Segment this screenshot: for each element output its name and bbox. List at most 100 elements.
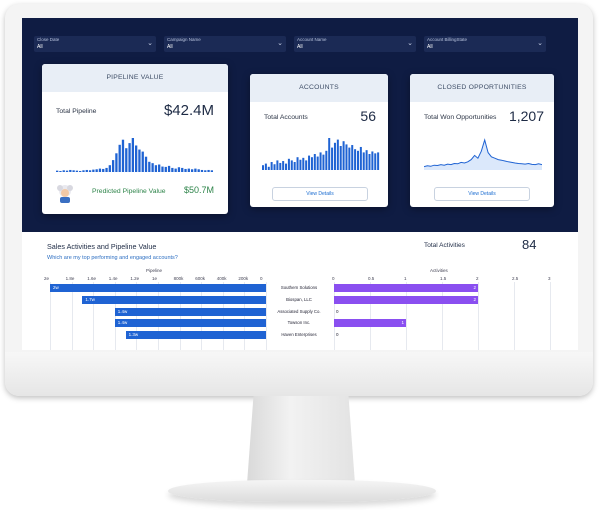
spark-bar [177, 167, 181, 172]
spark-bar [204, 170, 207, 172]
spark-bar [190, 169, 194, 172]
filter-value: All [37, 44, 43, 50]
spark-bar [171, 167, 174, 172]
grid-line [478, 282, 479, 350]
view-details-button[interactable]: View Details [272, 187, 368, 201]
grid-line [222, 282, 224, 350]
pipeline-tick-label: 200k [238, 276, 249, 281]
spark-bar [262, 165, 265, 170]
filter-close-date[interactable]: Close Date All ⌄ [34, 36, 156, 52]
activities-bar: 2 [334, 295, 478, 304]
grid-line [93, 282, 95, 350]
pipeline-tick-label: 0 [260, 276, 263, 281]
spark-bar [310, 157, 313, 170]
chevron-down-icon: ⌄ [537, 40, 543, 47]
pipeline-bar: 2w [50, 284, 266, 292]
spark-bar [270, 162, 273, 170]
pipeline-tick-label: 800k [173, 276, 184, 281]
grid-line [114, 282, 116, 350]
spark-bar [98, 168, 102, 172]
pipeline-tick-label: 1.8e [65, 276, 75, 281]
filter-account-billingstate[interactable]: Account BillingState All ⌄ [424, 36, 546, 52]
spark-bar [276, 160, 279, 170]
activities-bar-label: 0 [336, 308, 339, 314]
section-subtitle: Which are my top performing and engaged … [47, 255, 178, 261]
pipeline-sparkline [56, 138, 214, 172]
pipeline-tick-label: 600k [195, 276, 205, 281]
spark-bar [167, 165, 171, 172]
section-title: Sales Activities and Pipeline Value [47, 242, 157, 251]
spark-bar [342, 141, 345, 170]
total-accounts-value: 56 [360, 108, 376, 124]
spark-bar [92, 169, 95, 172]
spark-bar [325, 150, 328, 170]
account-label: Southern Solutions [280, 285, 318, 290]
pipeline-activities-chart: 2e 1.8e 1.6e 1.4e 1.2e 1e 800k 600k 400k 200k 0 0 0.… [22, 18, 578, 350]
spark-area [424, 140, 542, 170]
filter-label: Account BillingState [427, 37, 468, 42]
account-label: Towson Inc. [287, 320, 311, 326]
spark-bar [121, 139, 125, 172]
activities-bar-label: 2 [473, 285, 476, 290]
filter-value: All [297, 44, 303, 50]
activities-tick-label: 2.5 [512, 276, 519, 281]
spark-bar [102, 168, 105, 172]
filter-campaign-name[interactable]: Campaign Name All ⌄ [164, 36, 286, 52]
pipeline-value-card: PIPELINE VALUE Total Pipeline $42.4M Pre… [42, 64, 228, 214]
account-label: Associated Supply Co. [277, 308, 321, 314]
filter-value: All [167, 44, 173, 50]
filter-value: All [427, 44, 433, 50]
spark-bar [105, 167, 108, 172]
pipeline-bar-label: 1.4w [117, 320, 128, 326]
spark-bar [348, 147, 351, 170]
spark-bar [267, 166, 270, 170]
spark-bar [368, 154, 371, 170]
spark-bar [108, 165, 111, 172]
spark-bar [151, 163, 154, 172]
spark-line [424, 138, 542, 168]
spark-bar [75, 170, 79, 172]
accounts-sparkline [262, 138, 380, 170]
spark-bar [264, 163, 267, 170]
predicted-pipeline-label: Predicted Pipeline Value [92, 188, 166, 195]
spark-bar [354, 149, 357, 170]
spark-bar [85, 169, 88, 172]
spark-bar [135, 145, 138, 172]
spark-bar [59, 170, 62, 172]
activities-tick-label: 1.5 [440, 276, 447, 281]
filter-label: Account Name [297, 37, 327, 42]
pipeline-axis-title: Pipeline [146, 268, 163, 273]
spark-bar [273, 164, 276, 170]
spark-bar [285, 163, 288, 170]
grid-line [550, 282, 551, 350]
pipeline-tick-label: 1e [152, 276, 158, 281]
chevron-down-icon: ⌄ [147, 40, 153, 47]
predicted-pipeline-value: $50.7M [183, 185, 214, 195]
pipeline-bar-label: 1.4w [117, 308, 128, 314]
spark-bar [316, 156, 319, 170]
closed-opportunities-card: CLOSED OPPORTUNITIES Total Won Opportuni… [410, 74, 554, 207]
total-activities-value: 84 [522, 237, 537, 252]
activities-tick-label: 0.5 [368, 276, 375, 281]
spark-bar [319, 152, 322, 170]
grid-line [201, 282, 203, 350]
filter-account-name[interactable]: Account Name All ⌄ [294, 36, 416, 52]
spark-bar [313, 154, 316, 170]
grid-line [406, 282, 407, 350]
spark-bar [158, 164, 161, 172]
grid-line [158, 282, 159, 350]
view-details-button[interactable]: View Details [434, 187, 530, 201]
spark-bar [141, 151, 144, 172]
pipeline-tick-label: 2e [44, 276, 50, 281]
spark-bar [187, 168, 190, 172]
activities-bar-label: 2 [473, 296, 476, 302]
spark-bar [72, 170, 75, 172]
spark-bar [279, 162, 282, 170]
spark-bar [65, 170, 69, 172]
filter-label: Close Date [37, 37, 60, 42]
grid-line [179, 282, 181, 350]
spark-bar [111, 160, 115, 172]
spark-bar [374, 153, 377, 170]
account-label: Haven Enterprises [281, 332, 317, 338]
spark-bar [161, 166, 164, 172]
